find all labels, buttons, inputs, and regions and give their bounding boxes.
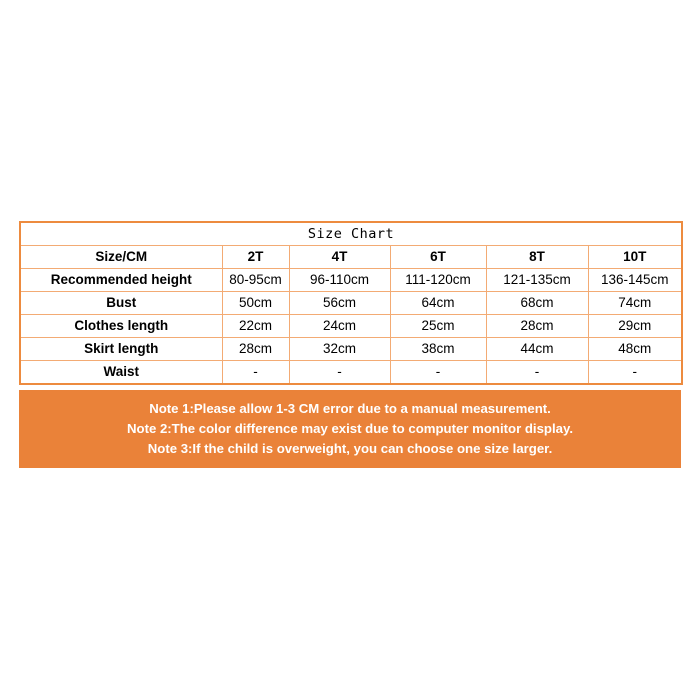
cell-skirt-length-2t: 28cm bbox=[221, 337, 290, 361]
cell-recommended-height-2t: 80-95cm bbox=[221, 268, 290, 292]
size-chart-card: Size Chart Size/CM 2T 4T 6T 8T 10T Recom… bbox=[19, 221, 684, 385]
cell-clothes-length-4t: 24cm bbox=[288, 314, 391, 338]
cell-waist-10t: - bbox=[587, 360, 683, 385]
cell-waist-6t: - bbox=[389, 360, 487, 385]
header-size-6t: 6T bbox=[389, 245, 487, 269]
cell-clothes-length-2t: 22cm bbox=[221, 314, 290, 338]
row-label-bust: Bust bbox=[19, 291, 223, 315]
cell-skirt-length-4t: 32cm bbox=[288, 337, 391, 361]
table-row: Clothes length 22cm 24cm 25cm 28cm 29cm bbox=[19, 314, 683, 338]
cell-skirt-length-8t: 44cm bbox=[485, 337, 589, 361]
row-label-skirt-length: Skirt length bbox=[19, 337, 223, 361]
size-chart-title: Size Chart bbox=[19, 221, 683, 246]
row-label-recommended-height: Recommended height bbox=[19, 268, 223, 292]
header-size-4t: 4T bbox=[288, 245, 391, 269]
cell-skirt-length-6t: 38cm bbox=[389, 337, 487, 361]
header-label-size-cm: Size/CM bbox=[19, 245, 223, 269]
cell-clothes-length-10t: 29cm bbox=[587, 314, 683, 338]
cell-bust-6t: 64cm bbox=[389, 291, 487, 315]
header-size-2t: 2T bbox=[221, 245, 290, 269]
cell-waist-4t: - bbox=[288, 360, 391, 385]
cell-recommended-height-10t: 136-145cm bbox=[587, 268, 683, 292]
table-row: Recommended height 80-95cm 96-110cm 111-… bbox=[19, 268, 683, 292]
table-row: Bust 50cm 56cm 64cm 68cm 74cm bbox=[19, 291, 683, 315]
cell-bust-8t: 68cm bbox=[485, 291, 589, 315]
cell-recommended-height-4t: 96-110cm bbox=[288, 268, 391, 292]
cell-clothes-length-8t: 28cm bbox=[485, 314, 589, 338]
row-label-clothes-length: Clothes length bbox=[19, 314, 223, 338]
header-size-10t: 10T bbox=[587, 245, 683, 269]
table-row: Waist - - - - - bbox=[19, 360, 683, 385]
cell-bust-2t: 50cm bbox=[221, 291, 290, 315]
note-line-1: Note 1:Please allow 1-3 CM error due to … bbox=[149, 401, 551, 416]
cell-waist-8t: - bbox=[485, 360, 589, 385]
header-size-8t: 8T bbox=[485, 245, 589, 269]
note-line-2: Note 2:The color difference may exist du… bbox=[126, 421, 574, 436]
size-chart-table: Size Chart Size/CM 2T 4T 6T 8T 10T Recom… bbox=[19, 221, 684, 385]
cell-skirt-length-10t: 48cm bbox=[587, 337, 683, 361]
table-header-row: Size/CM 2T 4T 6T 8T 10T bbox=[19, 245, 683, 269]
cell-clothes-length-6t: 25cm bbox=[389, 314, 487, 338]
cell-bust-4t: 56cm bbox=[288, 291, 391, 315]
row-label-waist: Waist bbox=[19, 360, 223, 385]
cell-waist-2t: - bbox=[221, 360, 290, 385]
cell-recommended-height-8t: 121-135cm bbox=[485, 268, 589, 292]
table-title-row: Size Chart bbox=[19, 221, 683, 246]
table-row: Skirt length 28cm 32cm 38cm 44cm 48cm bbox=[19, 337, 683, 361]
note-line-3: Note 3:If the child is overweight, you c… bbox=[147, 441, 553, 456]
cell-bust-10t: 74cm bbox=[587, 291, 683, 315]
cell-recommended-height-6t: 111-120cm bbox=[389, 268, 487, 292]
notes-block: Note 1:Please allow 1-3 CM error due to … bbox=[19, 390, 681, 468]
